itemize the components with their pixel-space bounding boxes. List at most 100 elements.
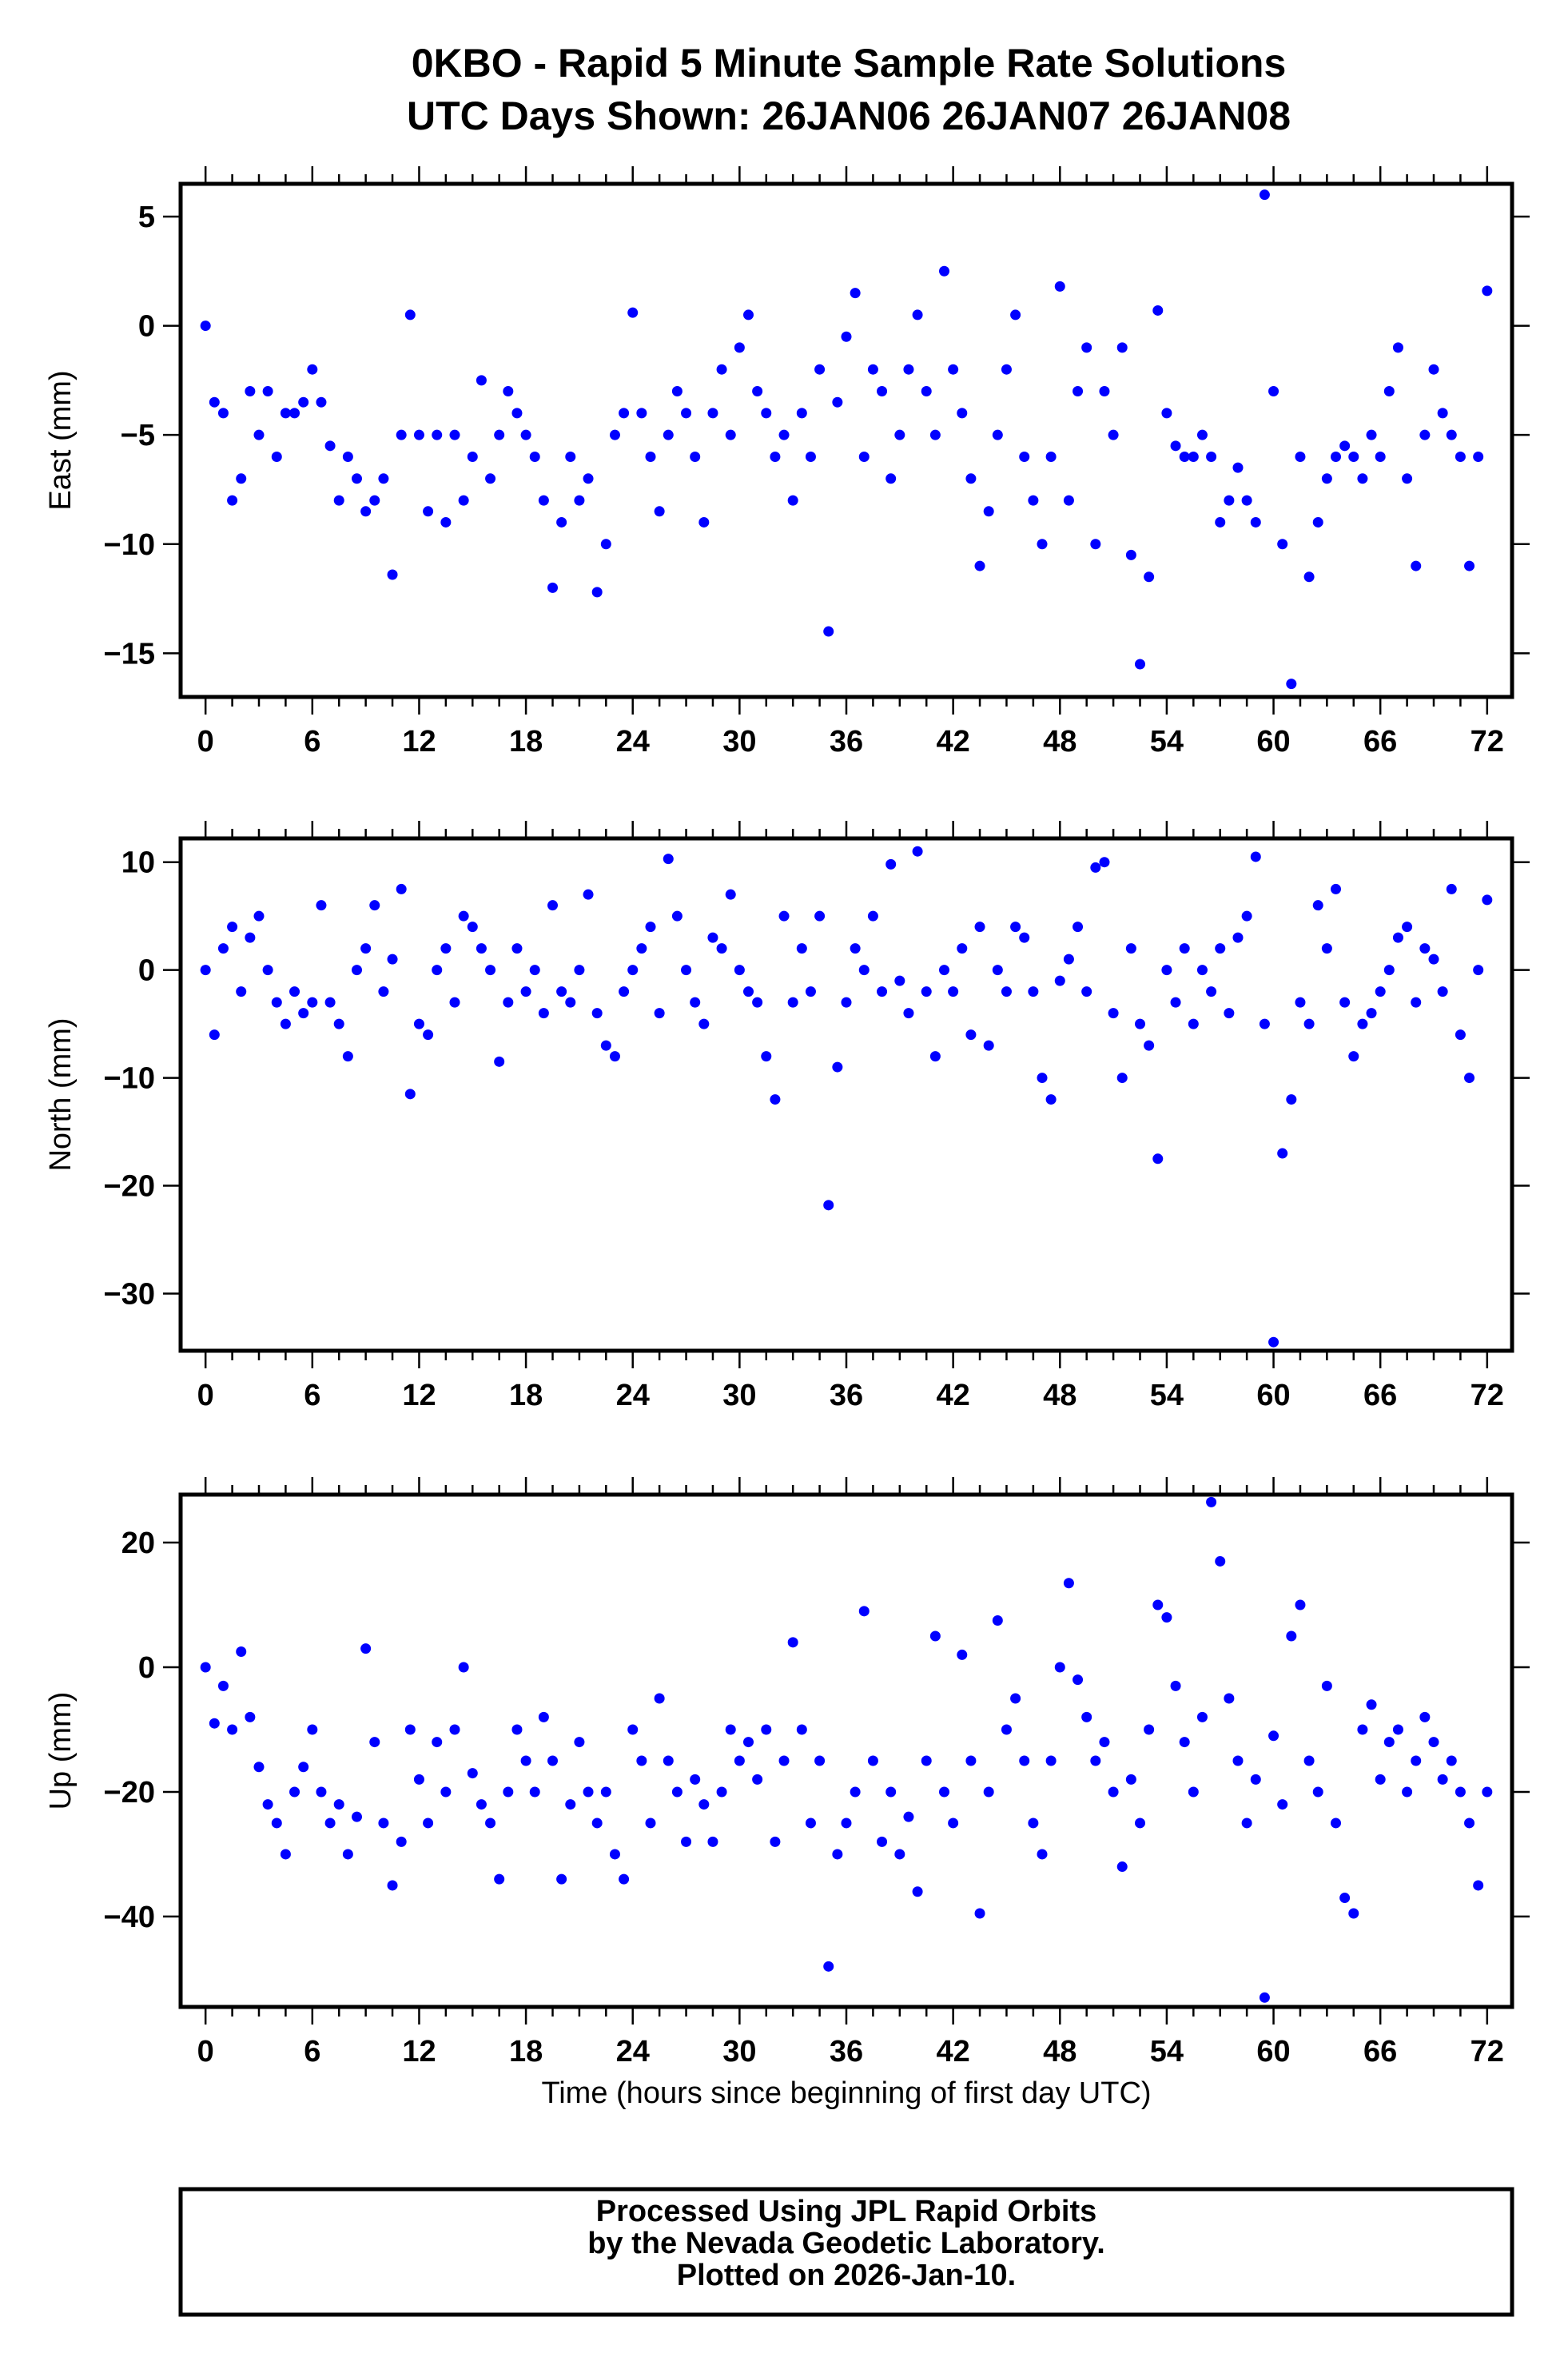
data-point xyxy=(547,900,558,911)
data-point xyxy=(743,986,754,997)
y-tick-label: 0 xyxy=(138,1651,155,1685)
chart-title: 0KBO - Rapid 5 Minute Sample Rate Soluti… xyxy=(412,41,1287,86)
data-point xyxy=(752,1774,763,1785)
y-tick-label: −10 xyxy=(104,528,155,562)
data-point xyxy=(1170,440,1181,452)
data-point xyxy=(1348,1908,1359,1919)
x-tick-label: 72 xyxy=(1470,725,1504,758)
data-point xyxy=(1116,1073,1128,1084)
data-point xyxy=(423,506,434,517)
data-point xyxy=(1188,1018,1199,1029)
x-tick-label: 0 xyxy=(197,725,214,758)
data-point xyxy=(1446,883,1457,894)
data-point xyxy=(503,1786,514,1798)
data-point xyxy=(858,451,870,462)
data-point xyxy=(396,883,407,894)
data-point xyxy=(974,922,985,933)
data-point xyxy=(1411,560,1422,571)
x-tick-label: 42 xyxy=(936,2035,969,2068)
data-point xyxy=(280,1018,291,1029)
data-point xyxy=(619,1873,630,1885)
data-point xyxy=(280,408,291,419)
data-point xyxy=(1125,943,1136,954)
data-point xyxy=(1232,462,1244,473)
data-point xyxy=(1001,1724,1012,1735)
x-tick-label: 24 xyxy=(616,2035,650,2068)
data-point xyxy=(743,1737,754,1748)
data-point xyxy=(787,1637,798,1648)
data-point xyxy=(1411,997,1422,1008)
data-point xyxy=(1312,900,1323,911)
data-point xyxy=(217,1680,229,1691)
data-point xyxy=(396,1836,407,1847)
data-point xyxy=(1135,659,1145,670)
data-point xyxy=(725,429,736,440)
data-point xyxy=(547,1755,558,1766)
data-point xyxy=(432,429,443,440)
data-point xyxy=(1116,1861,1128,1873)
y-tick-label: 0 xyxy=(138,954,155,988)
data-point xyxy=(458,495,469,506)
data-point xyxy=(974,1908,985,1919)
data-point xyxy=(476,943,487,954)
data-point xyxy=(716,943,727,954)
y-tick-label: 0 xyxy=(138,310,155,344)
data-point xyxy=(850,288,861,299)
data-point xyxy=(1250,851,1261,862)
data-point xyxy=(1482,285,1493,297)
data-point xyxy=(440,943,452,954)
data-point xyxy=(1259,189,1270,201)
data-point xyxy=(1232,1755,1244,1766)
data-point xyxy=(885,858,897,870)
data-point xyxy=(200,965,211,976)
data-point xyxy=(627,1724,639,1735)
data-point xyxy=(885,473,897,484)
data-point xyxy=(1268,386,1279,397)
data-points xyxy=(200,1496,1493,2003)
data-point xyxy=(654,1693,665,1704)
data-point xyxy=(298,1762,309,1773)
data-point xyxy=(841,1818,852,1829)
data-point xyxy=(805,986,816,997)
x-tick-label: 66 xyxy=(1363,2035,1397,2068)
data-point xyxy=(529,451,540,462)
data-point xyxy=(1303,571,1315,583)
data-point xyxy=(1099,1737,1110,1748)
data-point xyxy=(404,1724,416,1735)
y-tick-label: 10 xyxy=(121,846,155,880)
data-point xyxy=(1357,1724,1368,1735)
data-point xyxy=(1464,560,1475,571)
data-point xyxy=(1010,1693,1021,1704)
data-point xyxy=(1206,1496,1217,1507)
data-point xyxy=(1295,997,1306,1008)
data-point xyxy=(236,1646,247,1658)
data-point xyxy=(1001,364,1012,375)
x-axis-label: Time (hours since beginning of first day… xyxy=(541,2076,1151,2110)
footer-line-1: Processed Using JPL Rapid Orbits xyxy=(596,2195,1096,2228)
data-point xyxy=(1073,922,1084,933)
data-point xyxy=(600,1786,611,1798)
data-point xyxy=(1215,943,1226,954)
data-point xyxy=(983,506,994,517)
data-point xyxy=(511,1724,523,1735)
data-point xyxy=(591,587,603,598)
data-point xyxy=(440,1786,452,1798)
data-point xyxy=(948,364,959,375)
data-point xyxy=(752,386,763,397)
data-point xyxy=(1366,429,1377,440)
data-point xyxy=(1135,1818,1145,1829)
data-point xyxy=(227,922,238,933)
data-point xyxy=(1339,1893,1351,1904)
data-point xyxy=(298,396,309,408)
data-point xyxy=(1010,309,1021,321)
data-point xyxy=(681,965,692,976)
data-point xyxy=(877,386,888,397)
data-point xyxy=(761,408,772,419)
data-point xyxy=(1446,429,1457,440)
data-point xyxy=(841,997,852,1008)
data-point xyxy=(245,932,256,943)
data-point xyxy=(591,1008,603,1019)
data-point xyxy=(316,396,327,408)
data-point xyxy=(681,408,692,419)
